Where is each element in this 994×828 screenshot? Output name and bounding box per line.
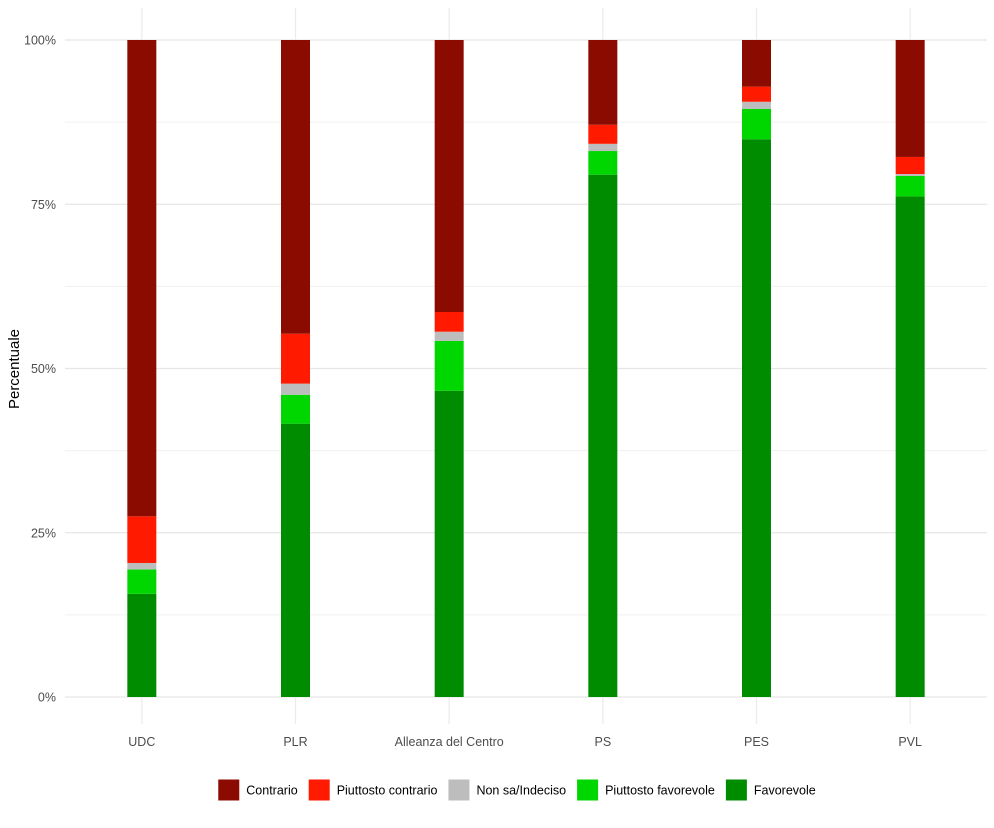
x-tick-label: PLR xyxy=(283,735,307,749)
bar-segment xyxy=(742,101,771,109)
legend-key xyxy=(218,779,240,801)
x-axis: UDC PLR Alleanza del Centro PS PES PVL xyxy=(128,735,922,749)
legend-label: Piuttosto contrario xyxy=(337,784,438,798)
x-tick-label: Alleanza del Centro xyxy=(395,735,504,749)
y-axis-title: Percentuale xyxy=(6,329,23,409)
bar-segment xyxy=(127,516,157,563)
bar-segment xyxy=(281,394,310,424)
bar-segment xyxy=(588,40,618,125)
bar-segment xyxy=(434,331,464,341)
legend-key xyxy=(725,779,747,801)
x-tick-label: UDC xyxy=(128,735,155,749)
bar-segment xyxy=(588,143,618,152)
bar-segment xyxy=(588,124,618,144)
bar-segment xyxy=(127,40,157,517)
legend-label: Contrario xyxy=(246,784,297,798)
y-axis: 0% 25% 50% 75% 100% xyxy=(24,34,56,705)
bar-segment xyxy=(895,156,925,175)
y-tick-label: 25% xyxy=(31,526,56,540)
bar-segment xyxy=(895,40,925,157)
bar-segment xyxy=(434,311,464,332)
legend-label: Piuttosto favorevole xyxy=(605,784,715,798)
legend-key xyxy=(308,779,330,801)
bar-segment xyxy=(742,108,771,140)
bar-segment xyxy=(434,340,464,391)
legend: Contrario Piuttosto contrario Non sa/Indec… xyxy=(218,779,816,801)
bar-segment xyxy=(742,139,771,697)
y-tick-label: 100% xyxy=(24,34,56,48)
legend-key xyxy=(448,779,470,801)
x-tick-label: PS xyxy=(594,735,611,749)
y-tick-label: 0% xyxy=(38,691,56,705)
legend-item: Piuttosto contrario xyxy=(308,779,438,801)
grid-lines xyxy=(65,8,987,724)
legend-item: Piuttosto favorevole xyxy=(577,779,715,801)
bar-segment xyxy=(895,175,925,197)
bar-segment xyxy=(127,562,157,570)
legend-key xyxy=(577,779,599,801)
y-tick-label: 50% xyxy=(31,362,56,376)
bars xyxy=(127,40,925,697)
bar-segment xyxy=(281,423,310,697)
bar-segment xyxy=(281,40,310,334)
bar-segment xyxy=(588,151,618,175)
bar-segment xyxy=(127,569,157,594)
bar-segment xyxy=(281,383,310,395)
x-tick-label: PVL xyxy=(898,735,922,749)
bar-segment xyxy=(895,196,925,697)
x-tick-label: PES xyxy=(744,735,769,749)
legend-item: Non sa/Indeciso xyxy=(448,779,566,801)
bar-segment xyxy=(434,390,464,697)
legend-label: Non sa/Indeciso xyxy=(476,784,566,798)
bar-segment xyxy=(281,333,310,384)
y-tick-label: 75% xyxy=(31,198,56,212)
legend-item: Favorevole xyxy=(725,779,816,801)
bar-segment xyxy=(742,86,771,102)
bar-segment xyxy=(127,593,157,697)
bar-segment xyxy=(895,174,925,176)
bar-segment xyxy=(742,40,771,87)
bar-segment xyxy=(588,174,618,697)
legend-item: Contrario xyxy=(218,779,298,801)
bar-segment xyxy=(434,40,464,312)
legend-label: Favorevole xyxy=(754,784,816,798)
